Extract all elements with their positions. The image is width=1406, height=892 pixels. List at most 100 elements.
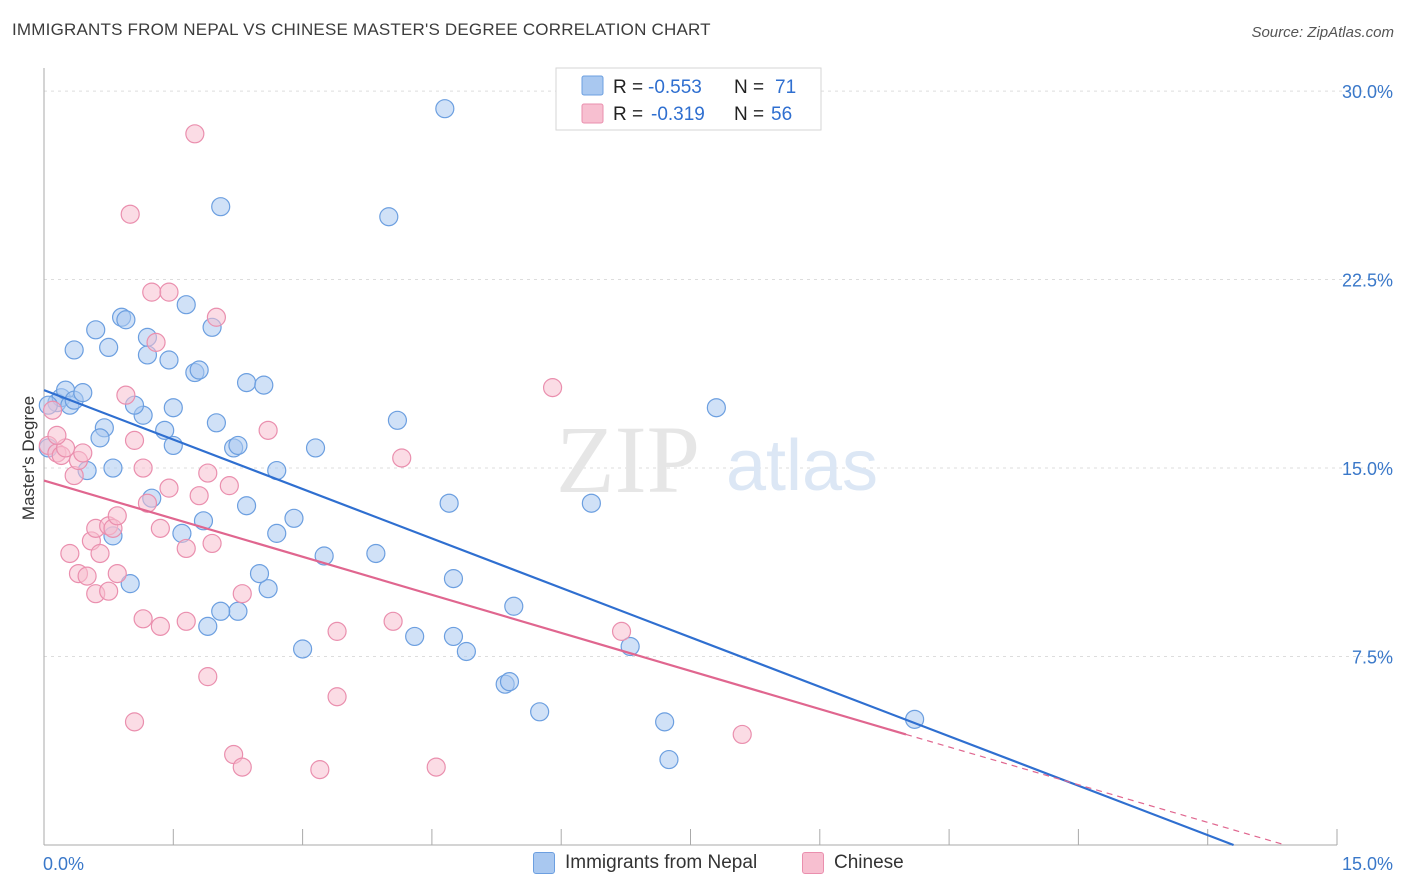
chinese-point — [732, 724, 752, 745]
chinese-point — [542, 378, 563, 398]
nepal-point — [659, 749, 679, 770]
y-tick-label: 30.0% — [1342, 82, 1393, 102]
bottom-legend-swatch-nepal — [533, 852, 555, 874]
legend-r-label-nepal: R = — [613, 77, 643, 98]
legend-swatch-chinese — [581, 103, 604, 124]
bottom-legend-label-chinese: Chinese — [834, 852, 904, 873]
chinese-trend-extension — [905, 733, 1286, 846]
chinese-point — [60, 543, 80, 564]
chinese-point — [116, 385, 136, 405]
nepal-point — [189, 360, 209, 380]
watermark: ZIP atlas — [556, 406, 878, 513]
chinese-point — [310, 760, 330, 780]
nepal-point — [504, 596, 524, 616]
chinese-point — [150, 616, 170, 636]
chart-title: IMMIGRANTS FROM NEPAL VS CHINESE MASTER'… — [12, 20, 711, 39]
chinese-point — [202, 533, 222, 554]
legend-box: R = -0.553 N = 71 R = -0.319 N = 56 — [555, 67, 822, 131]
nepal-point — [258, 579, 278, 599]
chinese-point — [137, 493, 158, 513]
chinese-point — [189, 486, 209, 506]
nepal-point — [443, 626, 464, 647]
nepal-point — [206, 413, 226, 433]
chinese-point — [232, 757, 252, 777]
y-tick-label: 7.5% — [1352, 648, 1393, 668]
chinese-point — [327, 621, 347, 641]
nepal-point — [305, 438, 326, 458]
chinese-point — [133, 458, 153, 478]
nepal-point — [86, 320, 106, 340]
chinese-point — [120, 204, 140, 224]
chinese-point — [124, 430, 145, 450]
nepal-point — [581, 493, 601, 513]
nepal-point — [116, 310, 136, 330]
watermark-zip: ZIP — [556, 406, 700, 513]
nepal-point — [314, 546, 334, 566]
chinese-point — [383, 611, 403, 631]
chinese-point — [219, 476, 239, 496]
nepal-point — [120, 574, 140, 594]
nepal-point — [456, 641, 476, 662]
chinese-point — [124, 712, 145, 732]
nepal-point — [159, 350, 179, 370]
bottom-legend-nepal: Immigrants from Nepal — [533, 852, 757, 874]
legend-r-value-chinese: -0.319 — [651, 104, 705, 125]
data-points — [38, 99, 925, 780]
nepal-point — [706, 398, 726, 418]
chinese-point — [176, 538, 196, 559]
nepal-point — [163, 398, 183, 418]
chinese-point — [611, 621, 632, 641]
chinese-point — [159, 478, 179, 498]
nepal-point — [90, 428, 110, 448]
chinese-point — [150, 518, 170, 538]
bottom-legend-chinese: Chinese — [802, 852, 904, 874]
y-tick-label: 15.0% — [1342, 459, 1393, 479]
y-axis-title: Master's Degree — [19, 396, 38, 520]
legend-r-label-chinese: R = — [613, 104, 643, 125]
chinese-point — [206, 307, 226, 327]
legend-n-label-chinese: N = — [734, 104, 764, 125]
nepal-point — [64, 340, 84, 360]
nepal-point — [211, 197, 231, 217]
nepal-point — [435, 99, 455, 119]
nepal-point — [236, 496, 257, 516]
bottom-legend-label-nepal: Immigrants from Nepal — [565, 852, 758, 873]
nepal-point — [405, 626, 425, 647]
nepal-point — [99, 337, 119, 358]
chinese-point — [107, 506, 127, 526]
nepal-point — [103, 458, 123, 478]
chinese-point — [232, 584, 252, 604]
nepal-point — [267, 523, 287, 543]
y-tick-label: 22.5% — [1342, 271, 1393, 291]
chinese-trend-line — [43, 479, 907, 736]
legend-swatch-nepal — [581, 75, 604, 96]
nepal-point — [499, 672, 520, 692]
chinese-point — [159, 282, 179, 302]
chinese-point — [146, 332, 166, 352]
chinese-point — [142, 282, 162, 302]
watermark-atlas: atlas — [726, 426, 878, 506]
legend-n-value-nepal: 71 — [775, 77, 796, 98]
chinese-point — [198, 667, 218, 687]
chinese-point — [258, 420, 278, 440]
chinese-point — [107, 563, 127, 584]
chinese-point — [392, 448, 412, 468]
chinese-point — [176, 611, 196, 631]
nepal-point — [236, 372, 257, 393]
x-tick-label-min: 0.0% — [43, 854, 84, 874]
nepal-point — [284, 508, 304, 528]
nepal-point — [379, 207, 399, 227]
chart-source: Source: ZipAtlas.com — [1251, 24, 1394, 41]
chinese-point — [77, 566, 97, 586]
nepal-point — [249, 563, 270, 584]
nepal-point — [293, 639, 313, 659]
nepal-point — [228, 435, 248, 456]
nepal-point — [176, 295, 196, 315]
chinese-point — [73, 443, 93, 463]
chinese-point — [43, 400, 63, 420]
chinese-point — [198, 463, 218, 483]
chinese-point — [47, 425, 67, 445]
nepal-point — [439, 493, 459, 513]
y-tick-labels: 7.5% 15.0% 22.5% 30.0% — [1342, 82, 1393, 667]
legend-n-value-chinese: 56 — [771, 104, 792, 125]
